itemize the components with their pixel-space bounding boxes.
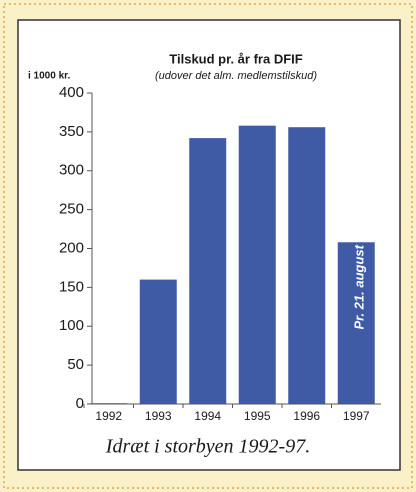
- bar: [288, 127, 326, 405]
- x-tick-label: 1995: [244, 409, 271, 423]
- x-tick-label: 1993: [145, 409, 172, 423]
- bar: [337, 242, 375, 404]
- x-tick-label: 1996: [293, 409, 320, 423]
- x-tick-label: 1997: [343, 409, 370, 423]
- bar: [139, 279, 177, 404]
- x-tick-label: 1992: [95, 409, 122, 423]
- x-tick-label: 1994: [194, 409, 221, 423]
- y-tick-label: 50: [67, 356, 84, 373]
- caption: Idræt i storbyen 1992-97.: [105, 436, 310, 458]
- y-tick-label: 150: [59, 278, 84, 295]
- annotation: Pr. 21. august: [352, 244, 367, 329]
- y-axis-label: i 1000 kr.: [28, 71, 70, 82]
- y-tick-label: 400: [59, 84, 84, 101]
- y-tick-label: 350: [59, 123, 84, 140]
- bar: [189, 138, 227, 404]
- y-tick-label: 200: [59, 239, 84, 256]
- page-border: [3, 3, 413, 489]
- chart-title: Tilskud pr. år fra DFIF: [169, 51, 302, 66]
- y-tick-label: 250: [59, 201, 84, 218]
- y-tick-label: 0: [76, 395, 84, 412]
- chart-subtitle: (udover det alm. medlemstilskud): [155, 70, 317, 82]
- y-tick-label: 100: [59, 317, 84, 334]
- bar: [238, 125, 276, 404]
- y-tick-label: 300: [59, 162, 84, 179]
